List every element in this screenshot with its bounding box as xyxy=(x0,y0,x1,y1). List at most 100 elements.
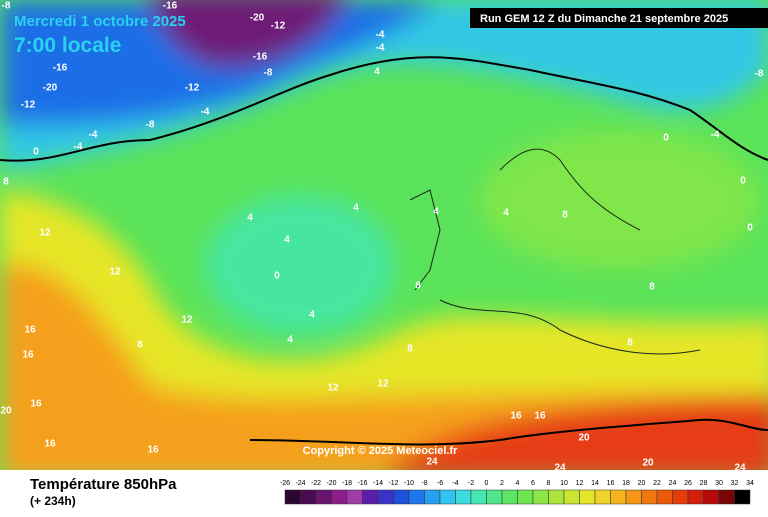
scale-tick-label: 14 xyxy=(591,480,599,487)
scale-swatch xyxy=(532,489,549,505)
scale-tick-label: 8 xyxy=(547,480,551,487)
scale-tick-label: 30 xyxy=(715,480,723,487)
scale-tick-label: 34 xyxy=(746,480,754,487)
scale-tick-label: 0 xyxy=(485,480,489,487)
temperature-field xyxy=(0,0,768,470)
time: 7:00 locale xyxy=(14,34,121,57)
contour-label: -4 xyxy=(74,142,83,153)
scale-tick-label: 2 xyxy=(500,480,504,487)
scale-swatch xyxy=(315,489,332,505)
run-info: Run GEM 12 Z du Dimanche 21 septembre 20… xyxy=(480,13,728,25)
contour-label: 4 xyxy=(247,213,253,224)
scale-swatch xyxy=(610,489,627,505)
scale-tick-label: 28 xyxy=(700,480,708,487)
scale-tick-label: 4 xyxy=(516,480,520,487)
scale-swatch xyxy=(470,489,487,505)
contour-label: -12 xyxy=(21,100,36,111)
contour-label: 8 xyxy=(137,340,143,351)
scale-swatch xyxy=(548,489,565,505)
scale-swatch xyxy=(408,489,425,505)
variable-name: Température 850hPa xyxy=(30,476,177,493)
scale-swatch xyxy=(718,489,735,505)
scale-swatch xyxy=(300,489,317,505)
scale-swatch xyxy=(362,489,379,505)
contour-label: 0 xyxy=(740,176,746,187)
scale-swatch xyxy=(579,489,596,505)
scale-tick-label: 24 xyxy=(669,480,677,487)
scale-tick-label: 20 xyxy=(638,480,646,487)
scale-swatch xyxy=(641,489,658,505)
scale-swatch xyxy=(672,489,689,505)
scale-swatch xyxy=(284,489,301,505)
scale-tick-label: -2 xyxy=(468,480,474,487)
scale-tick-label: -10 xyxy=(404,480,414,487)
scale-tick-label: 10 xyxy=(560,480,568,487)
contour-label: 16 xyxy=(24,325,36,336)
scale-tick-label: -6 xyxy=(437,480,443,487)
contour-label: -8 xyxy=(2,1,11,12)
run-box xyxy=(470,8,768,28)
scale-tick-label: -26 xyxy=(280,480,290,487)
scale-swatch xyxy=(455,489,472,505)
scale-swatch xyxy=(424,489,441,505)
scale-tick-label: 12 xyxy=(576,480,584,487)
color-scale: -26 -24 -22 -20 -18 -16 -14 -12 -10 -8 -6 -4 -2 0 2 4 6 8… xyxy=(280,480,754,505)
scale-swatch xyxy=(331,489,348,505)
contour-label: 24 xyxy=(734,463,746,474)
scale-swatch xyxy=(517,489,534,505)
scale-tick-label: -8 xyxy=(421,480,427,487)
scale-tick-label: 6 xyxy=(531,480,535,487)
contour-label: 20 xyxy=(0,406,12,417)
scale-swatch xyxy=(563,489,580,505)
contour-label: 12 xyxy=(377,379,389,390)
contour-label: 16 xyxy=(147,445,159,456)
date: Mercredi 1 octobre 2025 xyxy=(14,13,186,30)
contour-label: 4 xyxy=(353,203,359,214)
contour-label: -20 xyxy=(43,83,58,94)
contour-labels: -8 -16 -20 -12 -4 -16 -8 -12 -16 -20 -12 -8 -4 -4 0 8 -4… xyxy=(0,1,763,474)
contour-label: 4 xyxy=(503,208,509,219)
contour-label: 12 xyxy=(181,315,193,326)
contour-label: 4 xyxy=(433,207,439,218)
scale-tick-label: -16 xyxy=(357,480,367,487)
contour-label: -20 xyxy=(250,13,265,24)
scale-swatch xyxy=(346,489,363,505)
contour-label: -4 xyxy=(201,107,210,118)
scale-swatch xyxy=(703,489,720,505)
lead-time: (+ 234h) xyxy=(30,494,76,508)
contour-label: 12 xyxy=(327,383,339,394)
scale-swatch xyxy=(734,489,751,505)
scale-tick-label: -20 xyxy=(326,480,336,487)
scale-tick-label: -12 xyxy=(388,480,398,487)
contour-label: 16 xyxy=(30,399,42,410)
contour-label: -16 xyxy=(53,63,68,74)
scale-tick-label: 18 xyxy=(622,480,630,487)
contour-label: 16 xyxy=(22,350,34,361)
contour-label: -4 xyxy=(711,130,720,141)
contour-label: 0 xyxy=(274,271,280,282)
scale-tick-label: 26 xyxy=(684,480,692,487)
contour-label: 4 xyxy=(287,335,293,346)
scale-swatch xyxy=(594,489,611,505)
scale-swatch xyxy=(439,489,456,505)
contour-label: 8 xyxy=(649,282,655,293)
contour-label: 20 xyxy=(578,433,590,444)
contour-label: 8 xyxy=(627,338,633,349)
contour-label: 0 xyxy=(747,223,753,234)
contour-label: -4 xyxy=(89,130,98,141)
contour-label: 12 xyxy=(39,228,51,239)
contour-label: 4 xyxy=(309,310,315,321)
scale-tick-label: -18 xyxy=(342,480,352,487)
contour-label: 0 xyxy=(663,133,669,144)
scale-tick-label: -22 xyxy=(311,480,321,487)
scale-tick-label: -24 xyxy=(295,480,305,487)
contour-label: 12 xyxy=(109,267,121,278)
contour-label: 16 xyxy=(534,411,546,422)
contour-label: -4 xyxy=(376,43,385,54)
scale-tick-label: -4 xyxy=(452,480,458,487)
contour-label: -12 xyxy=(185,83,200,94)
scale-swatch xyxy=(656,489,673,505)
copyright: Copyright © 2025 Meteociel.fr xyxy=(303,445,459,457)
scale-swatch xyxy=(486,489,503,505)
scale-tick-label: 22 xyxy=(653,480,661,487)
